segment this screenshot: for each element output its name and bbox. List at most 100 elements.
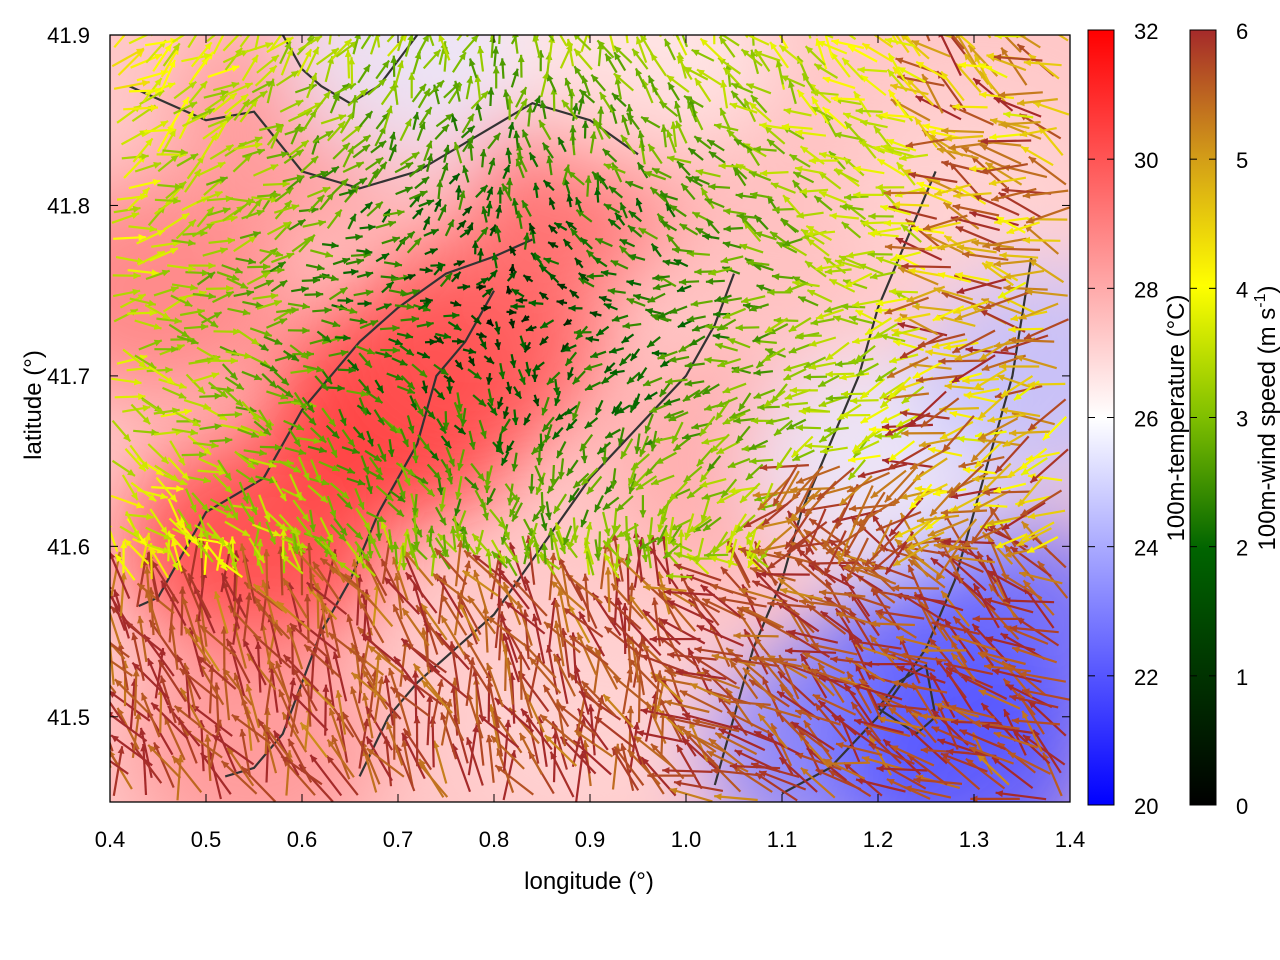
wind-arrow: [157, 659, 187, 703]
wind-arrow: [313, 538, 332, 556]
wind-arrow: [110, 641, 126, 660]
wind-arrow: [666, 599, 714, 624]
wind-arrow: [276, 600, 312, 632]
wind-arrow: [153, 741, 175, 789]
wind-arrow: [787, 629, 839, 644]
wind-arrow: [462, 530, 471, 553]
wind-arrow: [542, 684, 570, 728]
wind-arrow: [354, 540, 370, 562]
wind-arrow: [110, 750, 123, 772]
wind-arrow: [528, 652, 542, 702]
wind-arrow: [979, 650, 1026, 666]
wind-arrow: [814, 35, 818, 37]
wind-arrow: [486, 679, 500, 729]
wind-arrow: [140, 692, 161, 738]
y-tick-label: 41.8: [47, 193, 90, 218]
temperature-colorbar-label: 100m-temperature (°C): [1163, 294, 1190, 541]
wind-arrow: [554, 522, 566, 549]
wind-arrow: [114, 678, 149, 714]
wind-arrow: [1022, 579, 1055, 616]
wind-arrow: [846, 537, 869, 582]
wind-arrow: [110, 659, 134, 677]
wind-arrow: [978, 689, 1021, 710]
wind-arrow: [145, 526, 172, 541]
wind-arrow: [149, 508, 169, 536]
y-tick-label: 41.5: [47, 705, 90, 730]
wind-arrow: [875, 510, 922, 532]
wind-arrow: [684, 513, 695, 541]
wind-arrow: [682, 729, 725, 753]
wind-arrow: [603, 552, 620, 579]
wind-arrow: [263, 549, 270, 597]
wind-arrow: [940, 509, 988, 516]
wind-arrow: [567, 603, 591, 644]
wind-arrow: [110, 494, 145, 509]
wind-arrow: [110, 759, 129, 775]
wind-arrow: [649, 635, 701, 643]
wind-arrow: [871, 537, 911, 572]
wind-arrow: [613, 745, 645, 786]
wind-arrow: [738, 587, 784, 603]
wind-arrow: [431, 572, 470, 603]
wind-arrow: [119, 572, 127, 617]
colorbar-tick-label: 5: [1236, 148, 1248, 173]
wind-arrow: [549, 579, 586, 612]
wind-arrow: [131, 632, 145, 682]
wind-arrow: [227, 542, 238, 570]
wind-arrow: [940, 752, 988, 773]
wind-arrow: [729, 762, 781, 770]
wind-arrow: [970, 504, 1000, 545]
wind-arrow: [587, 35, 591, 39]
wind-arrow: [346, 522, 364, 540]
wind-arrow: [336, 493, 353, 510]
wind-arrow: [602, 511, 611, 537]
wind-arrow: [278, 689, 300, 734]
wind-arrow: [931, 620, 980, 636]
wind-arrow: [696, 624, 744, 647]
wind-arrow: [426, 35, 429, 37]
wind-arrow: [742, 667, 776, 702]
wind-arrow: [643, 35, 646, 38]
wind-arrow: [927, 518, 969, 537]
wind-arrow: [326, 738, 355, 778]
colorbar-tick-label: 6: [1236, 19, 1248, 44]
wind-arrow: [110, 641, 130, 659]
wind-arrow: [723, 35, 726, 36]
wind-arrow: [240, 765, 277, 802]
wind-arrow: [679, 689, 723, 713]
wind-arrow: [1022, 734, 1066, 766]
wind-arrow: [972, 615, 1023, 623]
wind-arrow: [486, 615, 526, 646]
wind-arrow: [326, 495, 337, 519]
wind-arrow: [624, 544, 632, 568]
wind-arrow: [605, 524, 622, 546]
wind-arrow: [972, 582, 1000, 629]
wind-arrow: [143, 566, 152, 613]
wind-arrow: [401, 732, 426, 780]
wind-arrow: [375, 485, 395, 502]
wind-arrow: [790, 721, 835, 751]
wind-arrow: [808, 560, 859, 567]
wind-arrow: [502, 633, 520, 683]
wind-arrow: [1021, 521, 1055, 541]
wind-arrow: [1018, 571, 1063, 585]
wind-arrow: [256, 718, 287, 761]
x-tick-label: 0.8: [479, 827, 510, 852]
wind-arrow: [1011, 717, 1060, 726]
wind-arrow: [702, 516, 722, 532]
wind-arrow: [120, 540, 128, 574]
wind-arrow: [499, 516, 511, 541]
contour-line: [138, 238, 533, 608]
wind-arrow: [706, 757, 742, 793]
wind-arrow: [708, 737, 746, 769]
wind-arrow: [751, 579, 799, 603]
y-tick-label: 41.9: [47, 23, 90, 48]
wind-arrow: [457, 560, 472, 608]
wind-arrow: [380, 520, 393, 549]
wind-arrow: [962, 525, 1006, 547]
wind-arrow: [767, 600, 816, 609]
wind-arrow: [278, 513, 299, 536]
wind-arrow: [625, 635, 633, 683]
wind-arrow: [747, 539, 762, 569]
wind-arrow: [362, 692, 374, 739]
